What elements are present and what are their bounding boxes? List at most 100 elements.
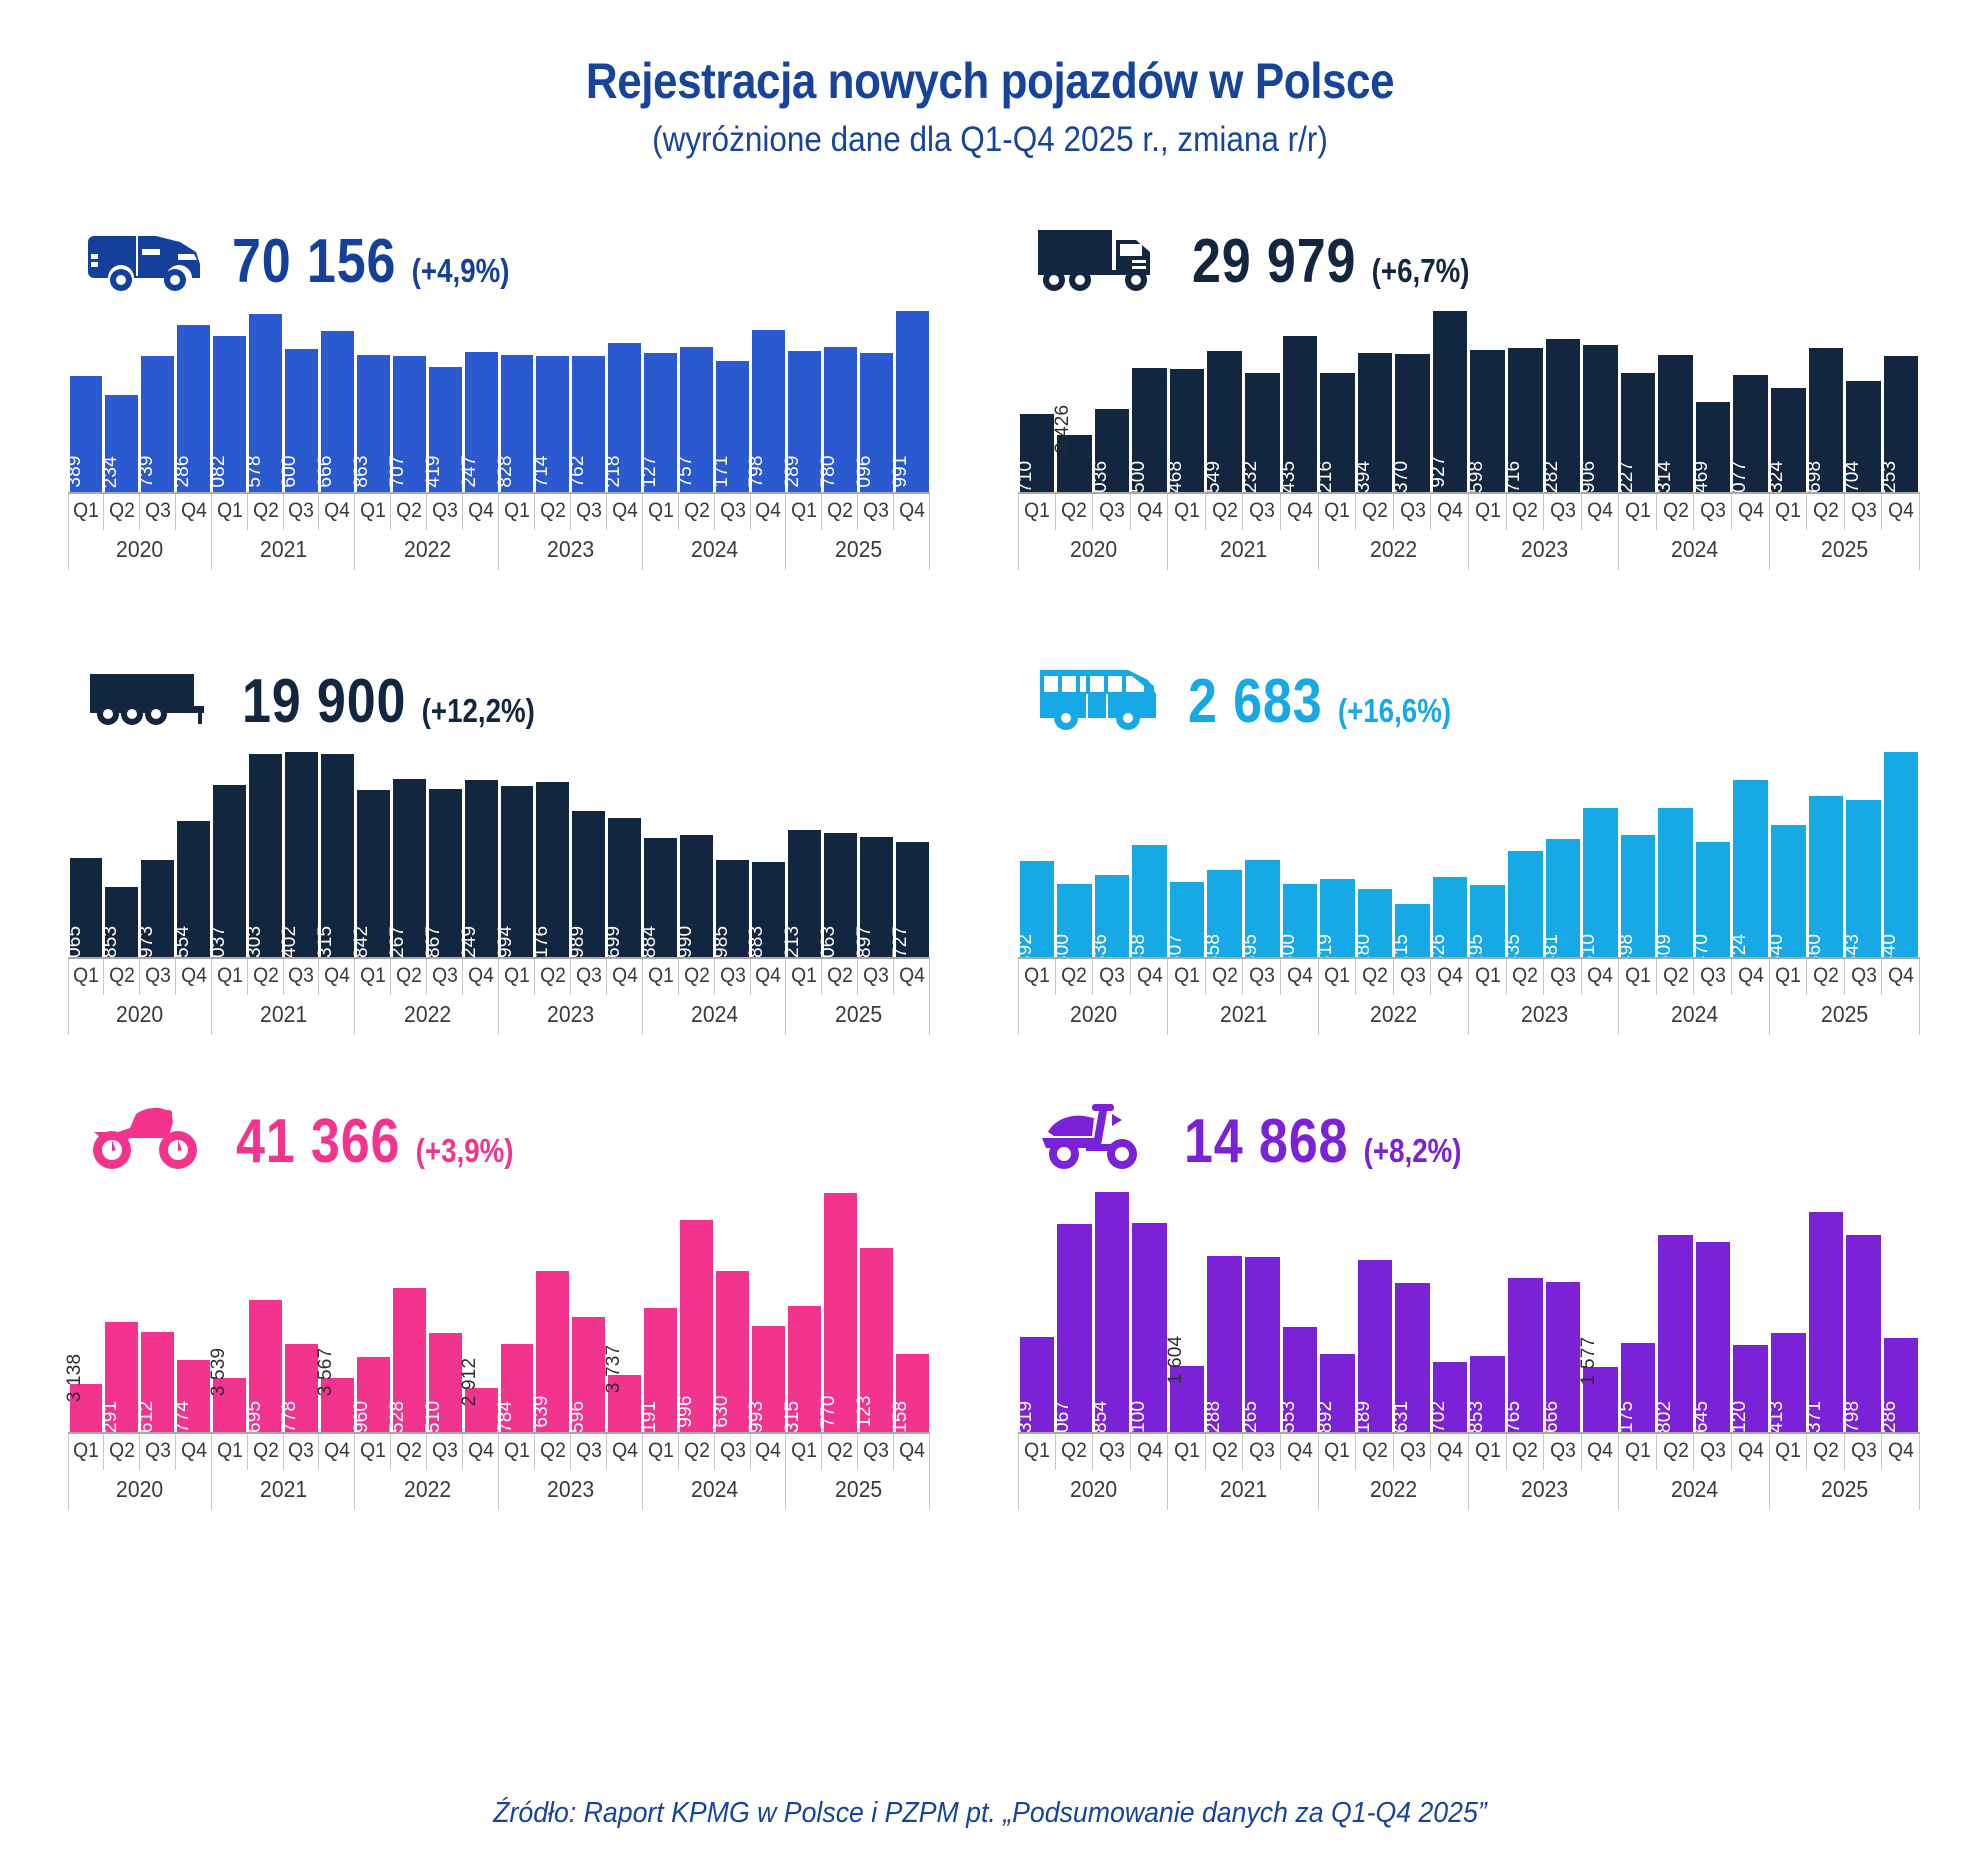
bar[interactable]: 3 985 (711, 860, 750, 974)
bar[interactable]: 9 435 (1278, 336, 1318, 509)
bar[interactable]: 15 828 (495, 355, 534, 515)
bar[interactable]: 2 553 (1278, 1327, 1318, 1449)
bar[interactable]: 8 253 (1879, 356, 1919, 509)
bar[interactable]: 15 739 (136, 356, 175, 515)
bar[interactable]: 5 067 (1052, 1224, 1092, 1449)
bar[interactable]: 15 171 (711, 361, 750, 515)
bar[interactable]: 10 639 (531, 1271, 570, 1455)
bar[interactable]: 6 842 (351, 790, 390, 974)
bar[interactable]: 610 (1578, 808, 1618, 966)
bar[interactable]: 3 765 (1503, 1278, 1543, 1449)
bar[interactable]: 4 798 (1842, 1235, 1881, 1449)
bar[interactable]: 15 770 (818, 1193, 857, 1455)
bar[interactable]: 295 (1466, 885, 1506, 966)
bar[interactable]: 4 645 (1691, 1242, 1731, 1449)
bar[interactable]: 8 394 (1353, 353, 1393, 509)
bar[interactable]: 7 216 (1315, 373, 1355, 509)
bar[interactable]: 5 469 (1691, 402, 1731, 509)
bar[interactable]: 215 (1391, 904, 1430, 966)
bar[interactable]: 336 (1090, 875, 1130, 966)
bar[interactable]: 13 996 (675, 1220, 714, 1455)
bar[interactable]: 6 867 (423, 789, 462, 974)
bar[interactable]: 326 (1428, 877, 1468, 966)
bar[interactable]: 10 927 (1428, 311, 1468, 515)
bar[interactable]: 20 991 (890, 311, 929, 515)
bar[interactable]: 15 762 (567, 356, 606, 515)
bar[interactable]: 7 500 (1128, 368, 1167, 509)
bar[interactable]: 14 419 (423, 367, 462, 515)
bar[interactable]: 481 (1541, 839, 1581, 966)
bar[interactable]: 18 798 (746, 330, 785, 515)
bar[interactable]: 8 698 (1804, 348, 1844, 509)
bar[interactable]: 7 596 (567, 1317, 606, 1449)
bar[interactable]: 5 158 (890, 1354, 929, 1449)
bar[interactable]: 8 314 (1654, 355, 1693, 509)
bar[interactable]: 7 077 (1729, 375, 1769, 509)
bar[interactable]: 8 716 (1503, 348, 1543, 509)
bar[interactable]: 4 288 (1203, 1256, 1242, 1449)
bar[interactable]: 6 324 (1766, 388, 1806, 509)
bar[interactable]: 458 (1128, 845, 1167, 966)
bar[interactable]: 8 402 (279, 752, 318, 974)
bar[interactable]: 3 539 (208, 1348, 247, 1432)
bar[interactable]: 300 (1052, 884, 1092, 966)
bar[interactable]: 8 370 (1391, 354, 1430, 509)
bar[interactable]: 1 702 (1428, 1362, 1468, 1449)
bar[interactable]: 3 631 (1391, 1283, 1430, 1449)
bar[interactable]: 4 897 (854, 837, 893, 974)
bar[interactable]: 4 774 (172, 1360, 211, 1449)
bar[interactable]: 4 710 (1015, 414, 1055, 509)
bar[interactable]: 5 784 (495, 1344, 534, 1449)
bar[interactable]: 8 695 (244, 1300, 283, 1449)
bar[interactable]: 5 213 (782, 830, 821, 974)
bar[interactable]: 9 282 (1541, 339, 1581, 509)
bar[interactable]: 7 291 (100, 1322, 139, 1449)
bar[interactable]: 8 906 (1578, 345, 1618, 509)
bar[interactable]: 2 319 (1015, 1337, 1055, 1449)
bar[interactable]: 4 065 (64, 858, 103, 974)
bar[interactable]: 4 960 (351, 1357, 390, 1449)
bar[interactable]: 4 990 (675, 835, 714, 974)
bar[interactable]: 7 249 (459, 780, 498, 974)
bar[interactable]: 19 286 (172, 325, 211, 515)
bar[interactable]: 3 666 (1541, 1282, 1581, 1449)
bar[interactable]: 2 175 (1616, 1343, 1656, 1449)
bar[interactable]: 1 577 (1578, 1337, 1618, 1432)
bar[interactable]: 16 289 (782, 351, 821, 515)
bar[interactable]: 319 (1315, 879, 1355, 966)
bar[interactable]: 5 854 (1090, 1192, 1130, 1449)
bar[interactable]: 4 884 (639, 838, 678, 974)
bar[interactable]: 470 (1691, 842, 1731, 966)
bar[interactable]: 5 699 (603, 818, 642, 974)
bar[interactable]: 3 426 (1052, 405, 1092, 492)
bar[interactable]: 5 063 (818, 833, 857, 974)
bar[interactable]: 840 (1879, 752, 1919, 966)
bar[interactable]: 4 189 (1353, 1260, 1393, 1449)
bar[interactable]: 15 714 (531, 356, 570, 515)
bar[interactable]: 4 802 (1654, 1235, 1693, 1449)
bar[interactable]: 2 120 (1729, 1345, 1769, 1449)
bar[interactable]: 1 892 (1315, 1354, 1355, 1449)
bar[interactable]: 395 (1240, 860, 1280, 966)
bar[interactable]: 5 371 (1804, 1212, 1844, 1449)
bar[interactable]: 8 315 (315, 754, 354, 974)
bar[interactable]: 11 234 (100, 395, 139, 514)
bar[interactable]: 307 (1165, 882, 1205, 966)
bar[interactable]: 18 666 (315, 331, 354, 515)
bar[interactable]: 15 707 (387, 356, 426, 515)
bar[interactable]: 3 737 (603, 1345, 642, 1432)
bar[interactable]: 8 191 (639, 1308, 678, 1449)
bar[interactable]: 16 600 (279, 349, 318, 515)
bar[interactable]: 4 265 (1240, 1257, 1280, 1449)
bar[interactable]: 16 127 (639, 353, 678, 515)
bar[interactable]: 660 (1804, 796, 1844, 966)
bar[interactable]: 3 138 (64, 1354, 103, 1432)
bar[interactable]: 8 315 (782, 1306, 821, 1449)
bar[interactable]: 7 037 (208, 785, 247, 974)
bar[interactable]: 6 993 (746, 1326, 785, 1449)
bar[interactable]: 280 (1353, 889, 1393, 966)
bar[interactable]: 2 286 (1879, 1338, 1919, 1449)
bar[interactable]: 3 973 (136, 860, 175, 974)
bar[interactable]: 10 630 (711, 1271, 750, 1455)
bar[interactable]: 3 567 (315, 1348, 354, 1432)
